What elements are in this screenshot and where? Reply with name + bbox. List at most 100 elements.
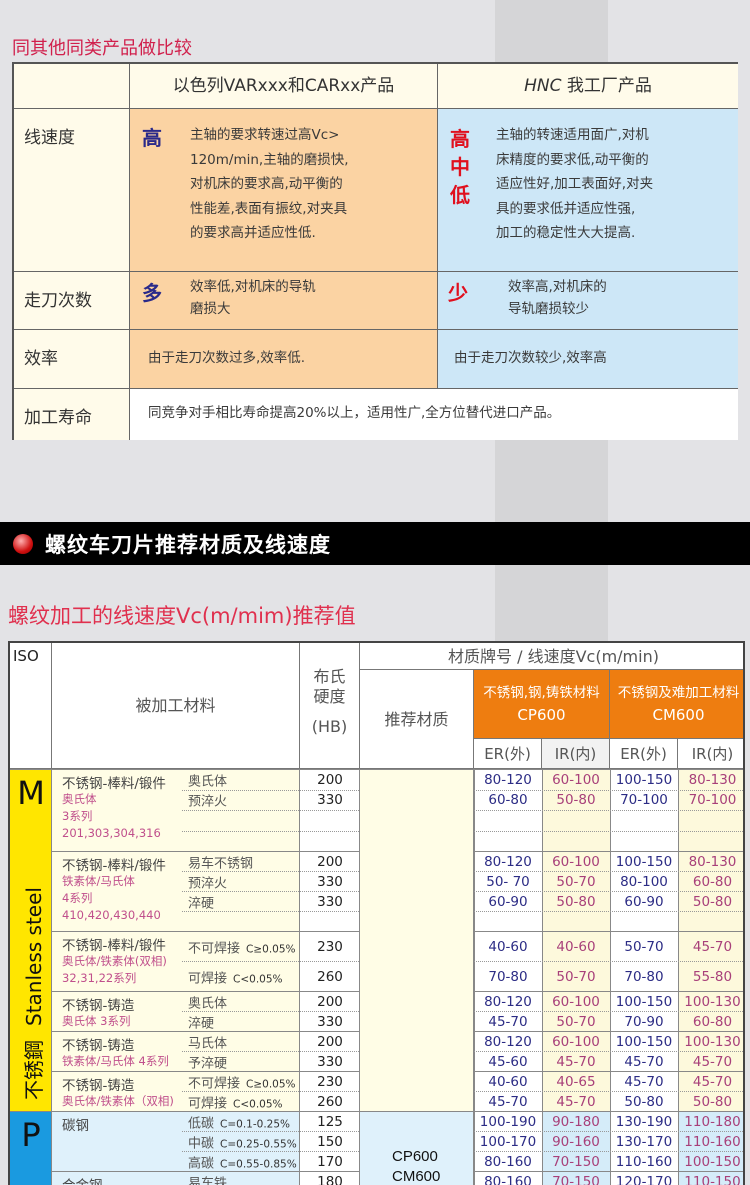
material-name: 不锈钢-铸造 xyxy=(62,1078,135,1094)
efficiency-hnc-cell: 由于走刀次数较少,效率高 xyxy=(438,330,738,389)
header-er-2: ER(外) xyxy=(610,739,678,769)
table-row: 低碳 C=0.1-0.25% 125 100-190 90-180 130-190 110-… xyxy=(182,1112,743,1132)
text-line: 床精度的要求低,动平衡的 xyxy=(496,151,649,168)
header-hnc-label: 我工厂产品 xyxy=(561,76,652,96)
er-speed-value: 80-120 xyxy=(484,771,532,788)
material-group: 不锈钢-铸造 铁素体/马氏体 4系列 马氏体 200 80-120 60-100 100-1… xyxy=(10,1031,743,1072)
material-series: 奥氏体/铁素体(双相) 32,31,22系列 xyxy=(62,953,180,987)
ir-speed-value: 70-150 xyxy=(552,1153,600,1170)
material-group: 不锈钢-棒料/锻件 奥氏体/铁素体(双相) 32,31,22系列 不可焊接 C≥0.05… xyxy=(10,931,743,992)
ir-speed-value: 110-160 xyxy=(684,1133,741,1150)
ir-speed-value: 45-70 xyxy=(692,1073,733,1090)
hardness-value: 200 xyxy=(317,771,343,788)
ir-speed-value: 60-100 xyxy=(552,853,600,870)
hardness-value: 200 xyxy=(317,1033,343,1050)
ir-speed-value: 60-100 xyxy=(552,993,600,1010)
ir-speed-value: 45-70 xyxy=(692,938,733,955)
table-row: 奥氏体 200 80-120 60-100 100-150 100-130 xyxy=(182,992,743,1012)
material-name: 不锈钢-棒料/锻件 xyxy=(62,776,166,792)
high-mid-low-mark: 高中低 xyxy=(450,125,470,209)
condition: 预淬火 xyxy=(188,872,227,891)
er-speed-value: 80-160 xyxy=(484,1174,532,1185)
er-speed-value: 45-70 xyxy=(624,1073,664,1090)
condition-label: 淬硬 xyxy=(188,1016,215,1031)
ir-speed-value: 90-160 xyxy=(552,1133,600,1150)
ir-column-cell xyxy=(542,1172,610,1185)
text-line: 主轴的要求转速过高Vc> xyxy=(190,127,340,143)
ir-speed-value: 60-80 xyxy=(692,1013,733,1030)
material-cell xyxy=(52,1112,182,1171)
header-er-1: ER(外) xyxy=(474,739,542,769)
ir-speed-value: 60-100 xyxy=(552,771,600,788)
series-line: 3系列 xyxy=(62,809,93,823)
ir-speed-value: 80-130 xyxy=(688,853,737,870)
header-ir-1: IR(内) xyxy=(542,739,610,769)
condition-label: 易车不锈钢 xyxy=(188,856,254,871)
iso-letter: M xyxy=(17,774,45,812)
speed-competitor-text: 主轴的要求转速过高Vc> 120m/min,主轴的磨损快, 对机床的要求高,动平衡的… xyxy=(190,123,349,246)
series-line: 4系列 xyxy=(62,891,93,905)
condition-label: 可焊接 xyxy=(188,1096,228,1111)
passes-competitor-cell: 多 效率低,对机床的导轨 磨损大 xyxy=(130,272,438,330)
section-banner xyxy=(0,522,750,565)
er-speed-value: 100-150 xyxy=(615,853,673,870)
text-line: 性能差,表面有振纹,对夹具 xyxy=(190,200,348,217)
header-cm600: 不锈钢及难加工材料 CM600 xyxy=(610,670,743,739)
er-column-cell xyxy=(610,1172,678,1185)
speed-title: 螺纹加工的线速度Vc(m/mim)推荐值 xyxy=(8,604,356,628)
er-speed-value: 45-70 xyxy=(624,1053,664,1070)
compare-table: 以色列VARxxx和CARxx产品 HNC 我工厂产品 线速度 高 主轴的要求转… xyxy=(12,62,738,440)
text-line: 的要求高并适应性低. xyxy=(190,225,316,241)
hardness-value: 125 xyxy=(317,1113,343,1130)
many-mark: 多 xyxy=(142,281,162,305)
text-line: 主轴的转速适用面广,对机 xyxy=(496,127,649,143)
condition-note: C<0.05% xyxy=(233,973,283,985)
er-speed-value: 80-120 xyxy=(484,993,532,1010)
condition-label: 奥氏体 xyxy=(188,996,228,1011)
ir-column-cell xyxy=(678,1172,743,1185)
row-label-passes: 走刀次数 xyxy=(14,272,130,330)
recommend-grade: CP600 xyxy=(392,1148,438,1165)
condition: 淬硬 xyxy=(188,1012,214,1031)
speed-hnc-cell: 高中低 主轴的转速适用面广,对机 床精度的要求低,动平衡的 适应性好,加工表面好,对… xyxy=(438,109,738,272)
speed-table: ISO 被加工材料 布氏硬度 (HB) 材质牌号 / 线速度Vc(m/min) 推… xyxy=(8,641,745,1185)
series-line: 32,31,22系列 xyxy=(62,971,137,985)
er-speed-value: 100-150 xyxy=(615,993,673,1010)
er-speed-value: 120-170 xyxy=(615,1174,673,1185)
material-group: 不锈钢-棒料/锻件 奥氏体 3系列 201,303,304,316 奥氏体 200 80-1… xyxy=(10,769,743,852)
condition-note: C≥0.05% xyxy=(246,1078,296,1090)
iso-name-en: Stanless steel xyxy=(22,887,46,1026)
hardness-value: 330 xyxy=(317,1013,343,1030)
er-speed-value: 80-120 xyxy=(484,1033,532,1050)
condition: 预淬火 xyxy=(188,791,227,810)
mark-high: 高 xyxy=(450,127,470,151)
er-column-cell xyxy=(474,1172,542,1185)
hnc-brand: HNC xyxy=(524,76,562,96)
material-group: 合金钢 易车铁 180 80-160 70-150 120-170 110-150 xyxy=(10,1171,743,1185)
er-speed-value: 100-150 xyxy=(615,1033,673,1050)
recommend-cell: CP600 CM600 xyxy=(360,1111,474,1185)
table-row: 易车铁 180 80-160 70-150 120-170 110-150 xyxy=(182,1172,743,1185)
er-speed-value: 40-60 xyxy=(488,938,528,955)
ir-speed-value: 50-80 xyxy=(556,893,596,910)
er-speed-value: 60-80 xyxy=(488,792,528,809)
header-grade-speed: 材质牌号 / 线速度Vc(m/min) xyxy=(360,643,743,670)
condition-label: 予淬硬 xyxy=(188,1056,228,1071)
grade1-name: CP600 xyxy=(517,706,566,724)
er-speed-value: 60-90 xyxy=(624,893,664,910)
grade2-name: CM600 xyxy=(652,706,705,724)
er-speed-value: 70-90 xyxy=(624,1013,664,1030)
ir-speed-value: 50-80 xyxy=(692,1093,733,1110)
condition-cell xyxy=(182,1112,300,1171)
condition-label: 预淬火 xyxy=(188,876,228,891)
condition: 可焊接 C<0.05% xyxy=(188,1092,283,1111)
hardness-label: 布氏硬度 xyxy=(313,667,346,706)
recommend-cell xyxy=(360,769,474,1111)
condition-label: 中碳 xyxy=(188,1136,215,1151)
header-cp600: 不锈钢,钢,铸铁材料 CP600 xyxy=(474,670,610,739)
er-speed-value: 80-120 xyxy=(484,853,532,870)
condition: 易车不锈钢 xyxy=(188,852,253,871)
ir-speed-value: 60-100 xyxy=(552,1033,600,1050)
condition-label: 马氏体 xyxy=(188,1036,228,1051)
header-hnc: HNC 我工厂产品 xyxy=(438,64,738,109)
